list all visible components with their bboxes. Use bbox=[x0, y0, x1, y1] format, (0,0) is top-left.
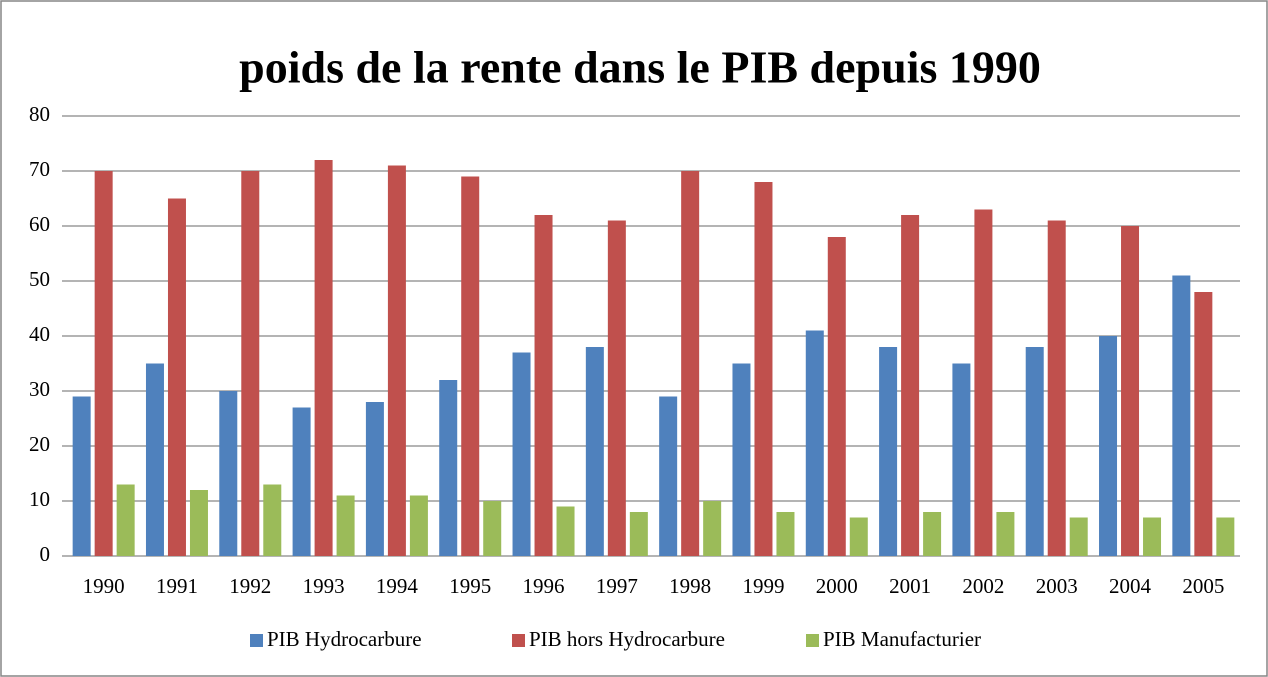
x-tick-label: 2003 bbox=[1036, 574, 1078, 598]
y-tick-label: 10 bbox=[29, 487, 50, 511]
bar bbox=[292, 407, 311, 556]
y-tick-label: 50 bbox=[29, 267, 50, 291]
bar bbox=[314, 160, 333, 556]
bar bbox=[365, 402, 384, 556]
bar bbox=[219, 391, 238, 556]
bar bbox=[776, 512, 795, 556]
x-tick-label: 1990 bbox=[83, 574, 125, 598]
bar bbox=[94, 171, 113, 556]
bar bbox=[607, 220, 626, 556]
bar bbox=[167, 198, 186, 556]
bar bbox=[629, 512, 648, 556]
bar bbox=[556, 506, 575, 556]
bar bbox=[263, 484, 282, 556]
bar bbox=[1121, 226, 1140, 556]
bar bbox=[1099, 336, 1118, 556]
legend-label: PIB Hydrocarbure bbox=[267, 627, 422, 651]
bar bbox=[534, 215, 553, 556]
bar bbox=[409, 495, 428, 556]
bar bbox=[116, 484, 135, 556]
x-tick-label: 1999 bbox=[742, 574, 784, 598]
x-tick-label: 2005 bbox=[1182, 574, 1224, 598]
legend-swatch bbox=[250, 634, 263, 647]
bar bbox=[681, 171, 700, 556]
x-tick-label: 2002 bbox=[962, 574, 1004, 598]
legend-label: PIB hors Hydrocarbure bbox=[529, 627, 725, 651]
bar bbox=[1216, 517, 1235, 556]
bar bbox=[732, 363, 751, 556]
y-tick-label: 0 bbox=[40, 542, 51, 566]
bar bbox=[512, 352, 531, 556]
bar bbox=[336, 495, 355, 556]
bar bbox=[659, 396, 678, 556]
bar bbox=[1194, 292, 1213, 556]
x-tick-label: 2000 bbox=[816, 574, 858, 598]
bar bbox=[923, 512, 942, 556]
y-tick-label: 70 bbox=[29, 157, 50, 181]
bar bbox=[1172, 275, 1191, 556]
bar bbox=[387, 165, 406, 556]
bar bbox=[1143, 517, 1162, 556]
bar bbox=[461, 176, 480, 556]
bar bbox=[952, 363, 971, 556]
bar bbox=[483, 501, 502, 556]
bar bbox=[1047, 220, 1066, 556]
x-tick-label: 1997 bbox=[596, 574, 638, 598]
legend-label: PIB Manufacturier bbox=[823, 627, 981, 651]
bar bbox=[996, 512, 1015, 556]
chart-title: poids de la rente dans le PIB depuis 199… bbox=[239, 42, 1041, 93]
legend-swatch bbox=[806, 634, 819, 647]
x-tick-label: 1994 bbox=[376, 574, 419, 598]
bar bbox=[754, 182, 773, 556]
y-tick-label: 40 bbox=[29, 322, 50, 346]
bar bbox=[145, 363, 164, 556]
bar bbox=[241, 171, 260, 556]
x-tick-label: 1996 bbox=[523, 574, 565, 598]
x-tick-label: 2004 bbox=[1109, 574, 1152, 598]
bar bbox=[439, 380, 458, 556]
bar bbox=[849, 517, 868, 556]
bar bbox=[901, 215, 920, 556]
x-tick-label: 2001 bbox=[889, 574, 931, 598]
x-tick-label: 1993 bbox=[303, 574, 345, 598]
legend-swatch bbox=[512, 634, 525, 647]
y-tick-label: 80 bbox=[29, 102, 50, 126]
x-tick-label: 1992 bbox=[229, 574, 271, 598]
y-tick-label: 20 bbox=[29, 432, 50, 456]
bar bbox=[1069, 517, 1088, 556]
x-tick-label: 1991 bbox=[156, 574, 198, 598]
bar bbox=[805, 330, 824, 556]
bar bbox=[189, 490, 208, 556]
bar bbox=[703, 501, 722, 556]
bar bbox=[827, 237, 846, 556]
y-tick-label: 30 bbox=[29, 377, 50, 401]
bar bbox=[72, 396, 91, 556]
bar bbox=[974, 209, 993, 556]
x-tick-label: 1998 bbox=[669, 574, 711, 598]
bar bbox=[1025, 347, 1044, 556]
bar bbox=[585, 347, 604, 556]
bar bbox=[879, 347, 898, 556]
x-tick-label: 1995 bbox=[449, 574, 491, 598]
y-tick-label: 60 bbox=[29, 212, 50, 236]
